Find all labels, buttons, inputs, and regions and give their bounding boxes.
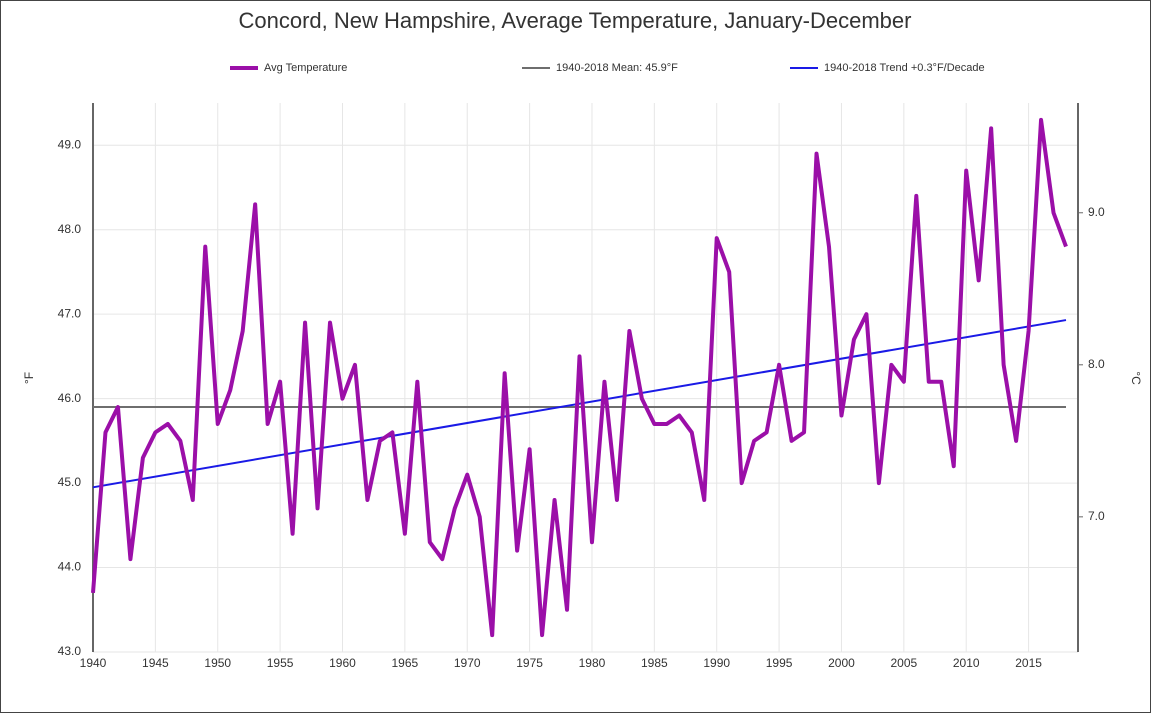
x-tick-label: 1960 (329, 656, 356, 670)
y2-tick-label: 7.0 (1088, 509, 1105, 523)
y-tick-label: 44.0 (58, 560, 82, 574)
y-tick-label: 49.0 (58, 137, 82, 151)
x-tick-label: 1955 (267, 656, 294, 670)
chart-title: Concord, New Hampshire, Average Temperat… (239, 8, 912, 33)
data-line (91, 117, 1068, 638)
y-tick-label: 48.0 (58, 222, 82, 236)
y2-tick-label: 9.0 (1088, 205, 1105, 219)
y-axis-label: °F (22, 372, 36, 384)
y-tick-label: 43.0 (58, 644, 82, 658)
x-tick-label: 1985 (641, 656, 668, 670)
y-tick-label: 45.0 (58, 475, 82, 489)
x-tick-label: 2015 (1015, 656, 1042, 670)
y2-tick-label: 8.0 (1088, 357, 1105, 371)
y-tick-label: 47.0 (58, 306, 82, 320)
legend-label: 1940-2018 Mean: 45.9°F (556, 62, 678, 74)
x-tick-label: 1980 (579, 656, 606, 670)
x-tick-label: 1950 (204, 656, 231, 670)
y2-axis-label: °C (1129, 371, 1143, 385)
legend-label: Avg Temperature (264, 62, 347, 74)
x-tick-label: 2010 (953, 656, 980, 670)
x-tick-label: 2005 (890, 656, 917, 670)
x-tick-label: 1995 (766, 656, 793, 670)
x-tick-label: 1990 (703, 656, 730, 670)
trend-line (92, 319, 1067, 489)
x-tick-label: 1965 (392, 656, 419, 670)
legend-label: 1940-2018 Trend +0.3°F/Decade (824, 62, 985, 74)
x-tick-label: 1975 (516, 656, 543, 670)
x-tick-label: 1940 (80, 656, 107, 670)
x-tick-label: 2000 (828, 656, 855, 670)
x-tick-label: 1970 (454, 656, 481, 670)
x-tick-label: 1945 (142, 656, 169, 670)
y-tick-label: 46.0 (58, 391, 82, 405)
